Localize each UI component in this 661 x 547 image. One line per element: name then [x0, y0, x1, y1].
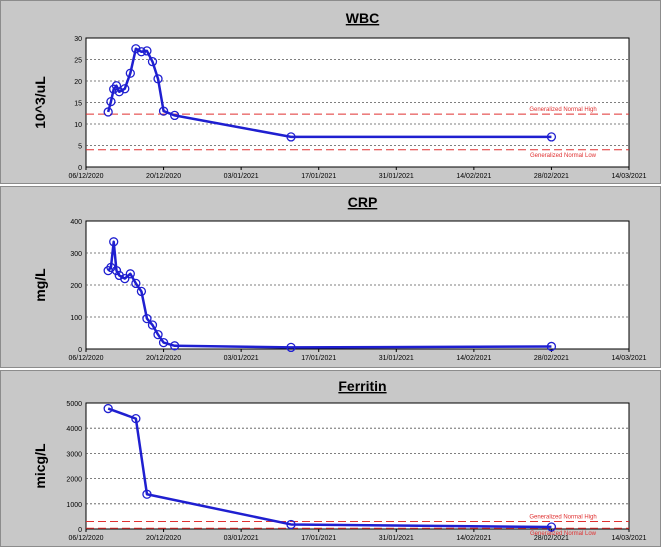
data-point [142, 489, 152, 499]
x-tick-label: 14/03/2021 [611, 535, 646, 542]
data-point [131, 44, 141, 54]
x-tick-label: 14/03/2021 [611, 173, 646, 180]
x-tick-label: 28/02/2021 [534, 173, 569, 180]
crp-chart-panel: CRP mg/L 0 100 200 300 400 06/12/2020 20/12/2020… [0, 186, 661, 368]
y-tick-label: 200 [70, 283, 82, 290]
x-tick-label: 20/12/2020 [146, 535, 181, 542]
y-tick-label: 25 [74, 58, 82, 65]
y-tick-label: 10 [74, 122, 82, 129]
crp-chart: CRP mg/L 0 100 200 300 400 06/12/2020 20/12/2020… [32, 194, 647, 362]
y-tick-label: 100 [70, 315, 82, 322]
data-point [147, 320, 158, 330]
data-point [111, 265, 122, 276]
x-tick-label: 03/01/2021 [224, 535, 259, 542]
data-point [286, 342, 296, 353]
chart-title: WBC [346, 10, 379, 26]
x-tick-label: 06/12/2020 [68, 535, 103, 542]
x-tick-label: 14/03/2021 [611, 355, 646, 362]
data-point [131, 278, 141, 289]
data-point [103, 107, 113, 117]
y-tick-label: 3000 [66, 451, 82, 458]
x-tick-label: 31/01/2021 [379, 535, 414, 542]
data-point [120, 84, 130, 94]
x-tick-label: 28/02/2021 [534, 355, 569, 362]
x-tick-label: 14/02/2021 [456, 535, 491, 542]
y-tick-label: 1000 [66, 502, 82, 509]
x-tick-label: 14/02/2021 [456, 173, 491, 180]
data-point [114, 87, 124, 97]
x-tick-label: 17/01/2021 [301, 355, 336, 362]
data-point [109, 237, 119, 247]
y-tick-label: 2000 [66, 477, 82, 484]
x-tick-label: 06/12/2020 [68, 173, 103, 180]
reference-label: Generalized Normal Low [530, 531, 597, 537]
y-tick-label: 5 [78, 144, 82, 151]
series-line [107, 407, 552, 529]
data-point [170, 110, 180, 121]
data-point [136, 286, 147, 297]
y-tick-label: 4000 [66, 426, 82, 433]
data-point [286, 519, 296, 530]
x-tick-label: 28/02/2021 [534, 535, 569, 542]
chart-title: CRP [348, 194, 378, 210]
data-point [106, 96, 116, 107]
chart-title: Ferritin [338, 378, 386, 394]
x-tick-label: 31/01/2021 [379, 173, 414, 180]
y-tick-label: 15 [74, 101, 82, 108]
reference-label: Generalized Normal Low [530, 153, 597, 159]
y-tick-label: 0 [78, 165, 82, 172]
plot-area [85, 402, 630, 530]
y-tick-label: 0 [78, 347, 82, 354]
y-axis-label: mg/L [32, 268, 48, 302]
x-tick-label: 03/01/2021 [224, 355, 259, 362]
data-point [125, 68, 135, 78]
x-tick-label: 14/02/2021 [456, 355, 491, 362]
data-point [546, 522, 557, 532]
series-line [106, 47, 552, 139]
data-point [103, 403, 113, 414]
reference-label: Generalized Normal High [529, 107, 596, 113]
data-point [153, 74, 163, 84]
data-point [158, 106, 169, 116]
data-point [546, 132, 557, 142]
data-point [158, 337, 169, 348]
data-point [111, 81, 122, 91]
x-tick-label: 06/12/2020 [68, 355, 103, 362]
y-tick-label: 0 [78, 527, 82, 534]
data-point [546, 341, 557, 352]
data-point [131, 413, 141, 424]
wbc-chart: WBC 10^3/uL 0 5 10 15 20 25 30 06/12/2020 20/12/20… [32, 10, 647, 180]
series-line [107, 240, 552, 349]
y-tick-label: 20 [74, 79, 82, 86]
data-point [147, 57, 158, 67]
data-point [136, 47, 147, 57]
ferritin-chart: Ferritin micg/L 0 1000 2000 3000 4000 5000 06/12… [32, 378, 647, 542]
data-point [125, 269, 135, 279]
y-tick-label: 300 [70, 251, 82, 258]
data-point [153, 329, 163, 340]
y-axis-label: 10^3/uL [32, 76, 48, 129]
x-tick-label: 20/12/2020 [146, 355, 181, 362]
data-point [170, 341, 180, 351]
y-tick-label: 5000 [66, 401, 82, 408]
reference-label: Generalized Normal High [529, 514, 596, 520]
y-axis-label: micg/L [32, 443, 48, 489]
x-tick-label: 20/12/2020 [146, 173, 181, 180]
data-point [120, 273, 130, 284]
data-point [142, 313, 152, 324]
x-tick-label: 03/01/2021 [224, 173, 259, 180]
data-point [286, 132, 296, 142]
wbc-chart-panel: WBC 10^3/uL 0 5 10 15 20 25 30 06/12/2020 20/12/20… [0, 0, 661, 184]
data-point [142, 46, 152, 56]
y-tick-label: 30 [74, 36, 82, 43]
x-tick-label: 31/01/2021 [379, 355, 414, 362]
ferritin-chart-panel: Ferritin micg/L 0 1000 2000 3000 4000 5000 06/12… [0, 370, 661, 547]
x-tick-label: 17/01/2021 [301, 173, 336, 180]
y-tick-label: 400 [70, 219, 82, 226]
x-tick-label: 17/01/2021 [301, 535, 336, 542]
